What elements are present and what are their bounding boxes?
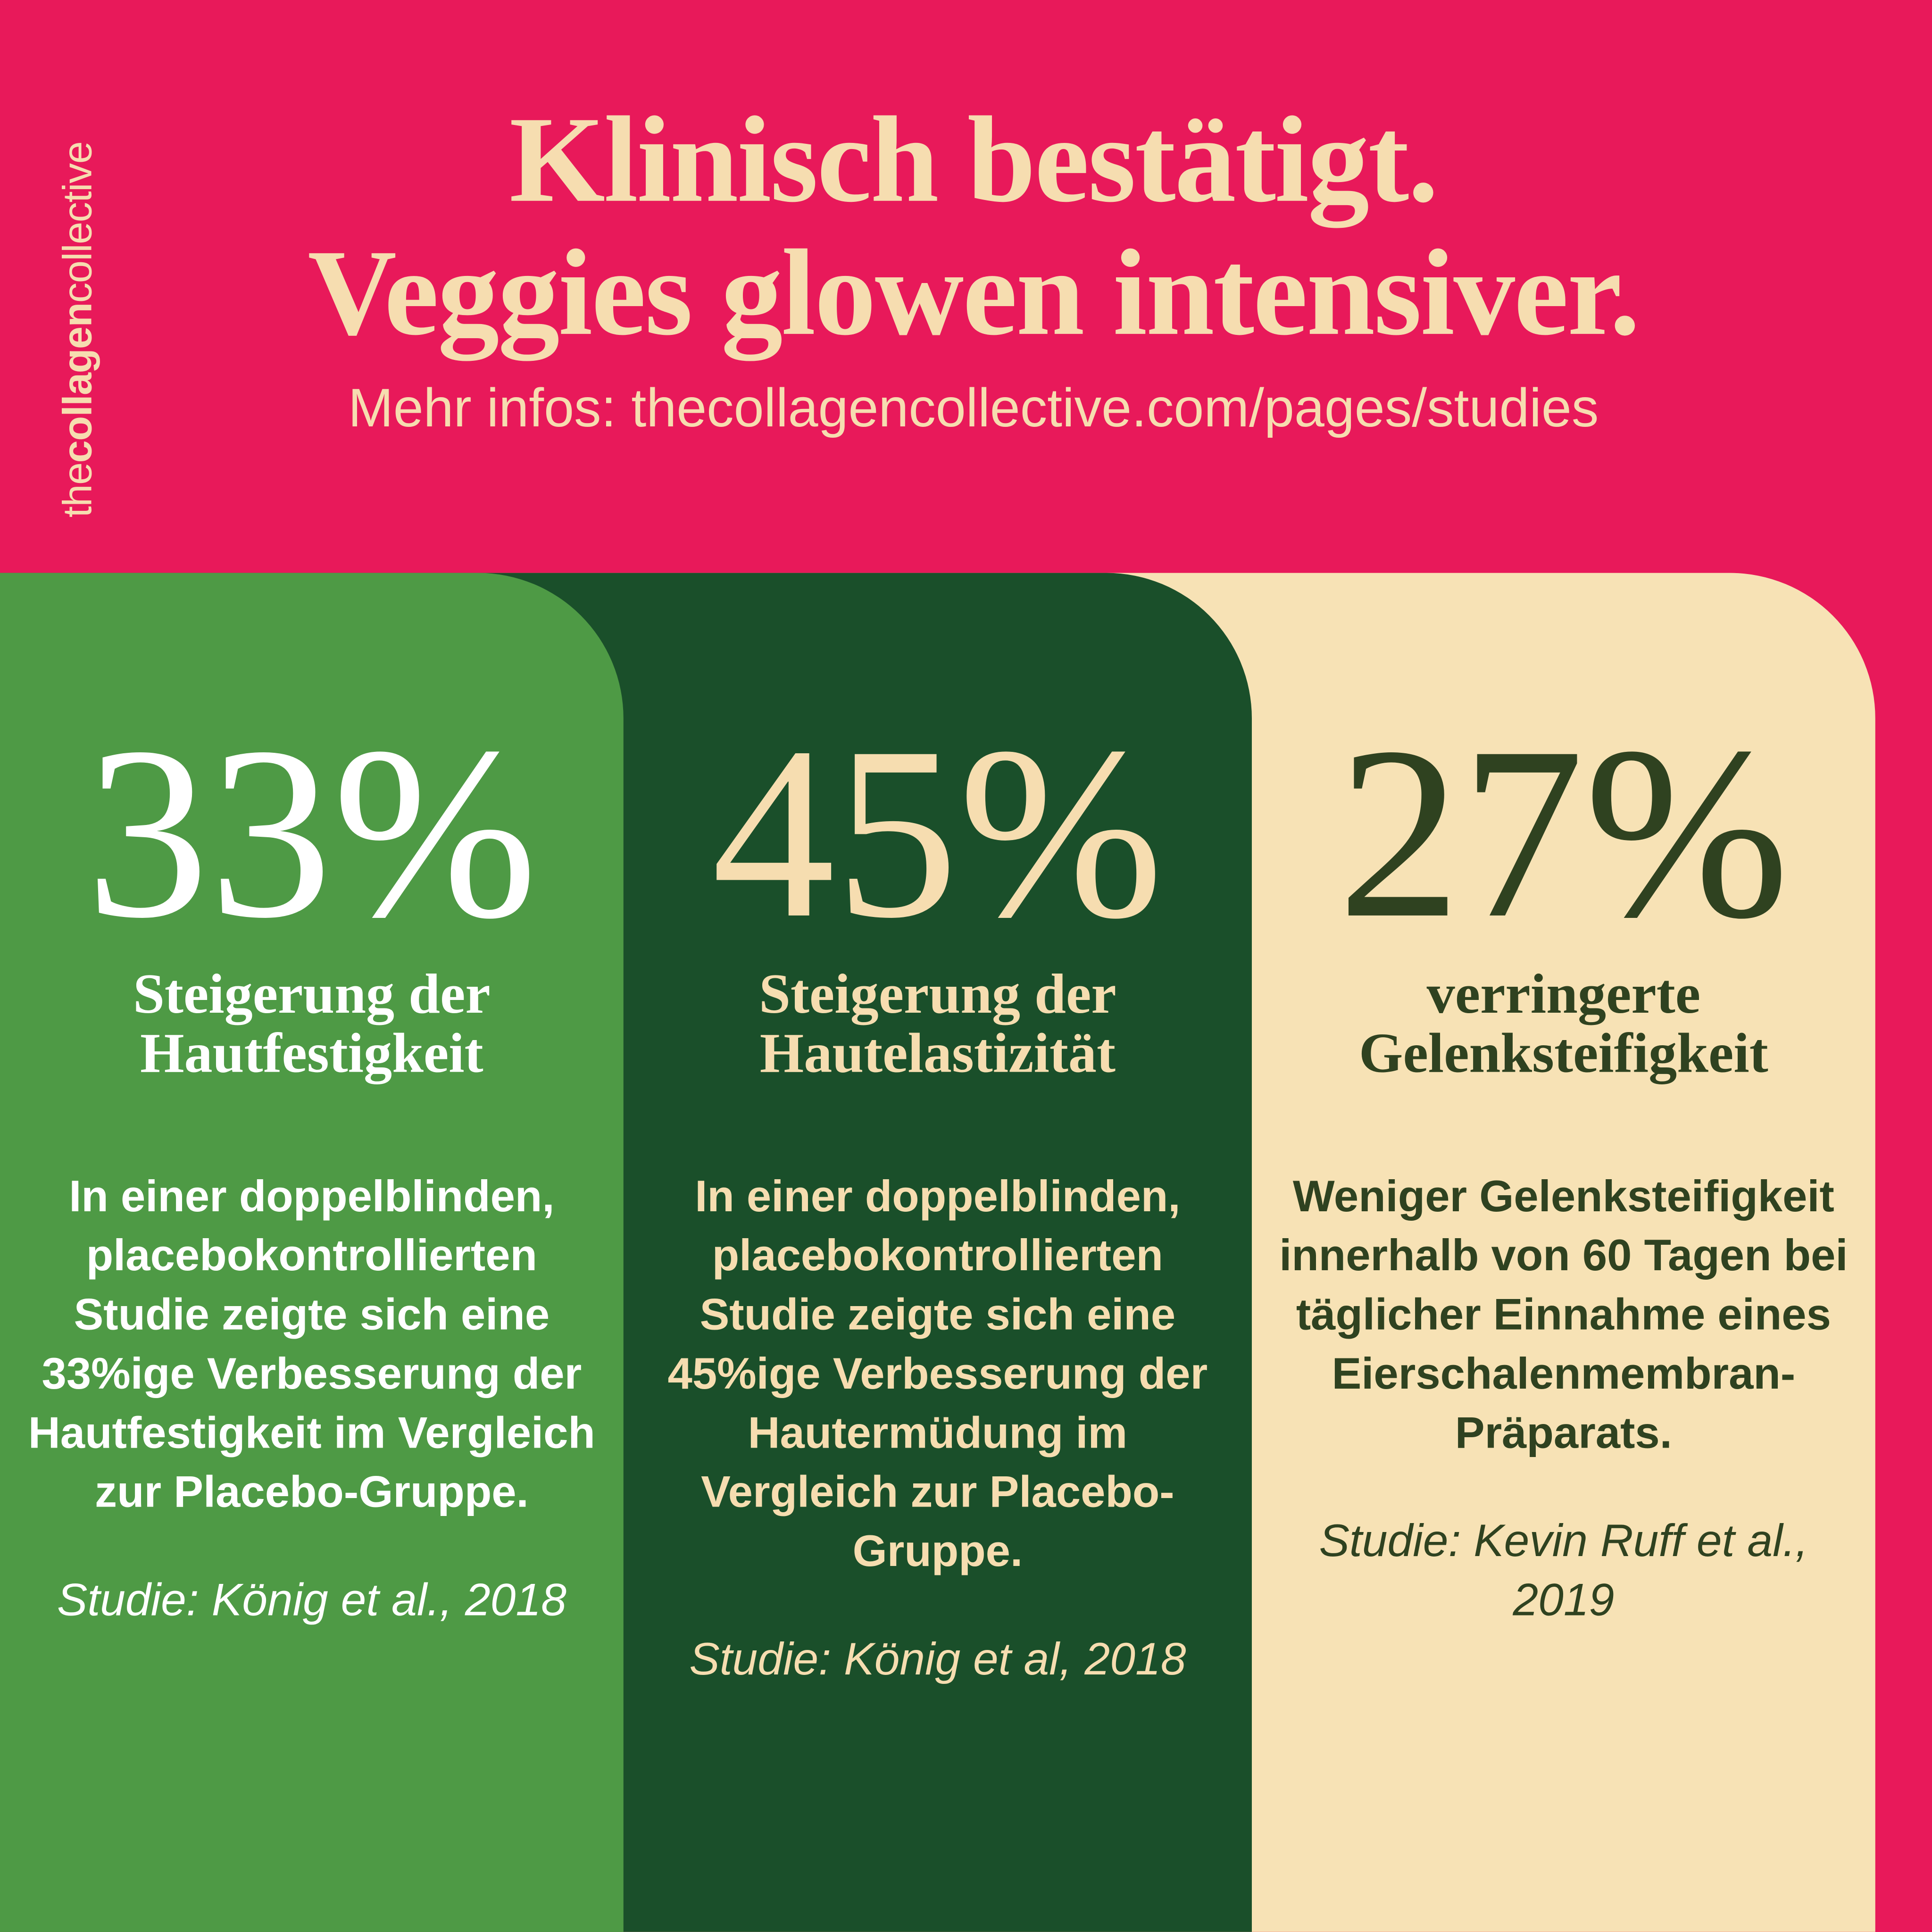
stat-description: In einer doppelblinden, placebokontrolli… — [667, 1170, 1208, 1576]
column-background-1 — [0, 573, 624, 1932]
stat-panel-skin-firmness: 33% Steigerung der Hautfestigkeit In eine… — [0, 573, 624, 1630]
stat-subtitle-line-2: Hautelastizität — [759, 1021, 1116, 1084]
brand-prefix: the — [54, 463, 100, 518]
stat-citation: Studie: König et al., 2018 — [57, 1574, 566, 1625]
stat-panel-joint-stiffness: 27% verringerte Gelenksteifigkeit Weniger… — [1252, 573, 1875, 1630]
headline-line-1: Klinisch bestätigt. — [509, 91, 1439, 228]
stat-subtitle-line-1: Steigerung der — [133, 962, 491, 1025]
more-info-url: Mehr infos: thecollagencollective.com/pa… — [348, 378, 1599, 439]
stat-subtitle-line-2: Gelenksteifigkeit — [1359, 1021, 1768, 1084]
brand-logo: thecollagencollective — [54, 142, 101, 517]
header: Klinisch bestätigt. Veggies glowen inten… — [123, 91, 1824, 441]
stat-subtitle-line-2: Hautfestigkeit — [140, 1021, 483, 1084]
stat-citation: Studie: König et al, 2018 — [689, 1633, 1186, 1684]
stat-panel-skin-elasticity: 45% Steigerung der Hautelastizität In ein… — [626, 573, 1249, 1690]
stat-subtitle-line-1: verringerte — [1426, 962, 1701, 1025]
stat-subtitle: Steigerung der Hautelastizität — [626, 962, 1249, 1084]
brand-suffix: collective — [54, 142, 100, 303]
stat-citation: Studie: Kevin Ruff et al., 2019 — [1319, 1516, 1808, 1625]
stat-value: 45% — [712, 697, 1164, 970]
stat-subtitle-line-1: Steigerung der — [759, 962, 1116, 1025]
stat-subtitle: verringerte Gelenksteifigkeit — [1252, 962, 1875, 1084]
stat-subtitle: Steigerung der Hautfestigkeit — [0, 962, 624, 1084]
stat-value: 33% — [86, 697, 538, 970]
headline-line-2: Veggies glowen intensiver. — [308, 224, 1640, 361]
brand-bold: collagen — [54, 302, 100, 463]
stat-description: In einer doppelblinden, placebokontrolli… — [28, 1170, 595, 1517]
stat-description: Weniger Gelenksteifigkeit innerhalb von … — [1279, 1170, 1848, 1458]
stat-value: 27% — [1338, 697, 1790, 970]
